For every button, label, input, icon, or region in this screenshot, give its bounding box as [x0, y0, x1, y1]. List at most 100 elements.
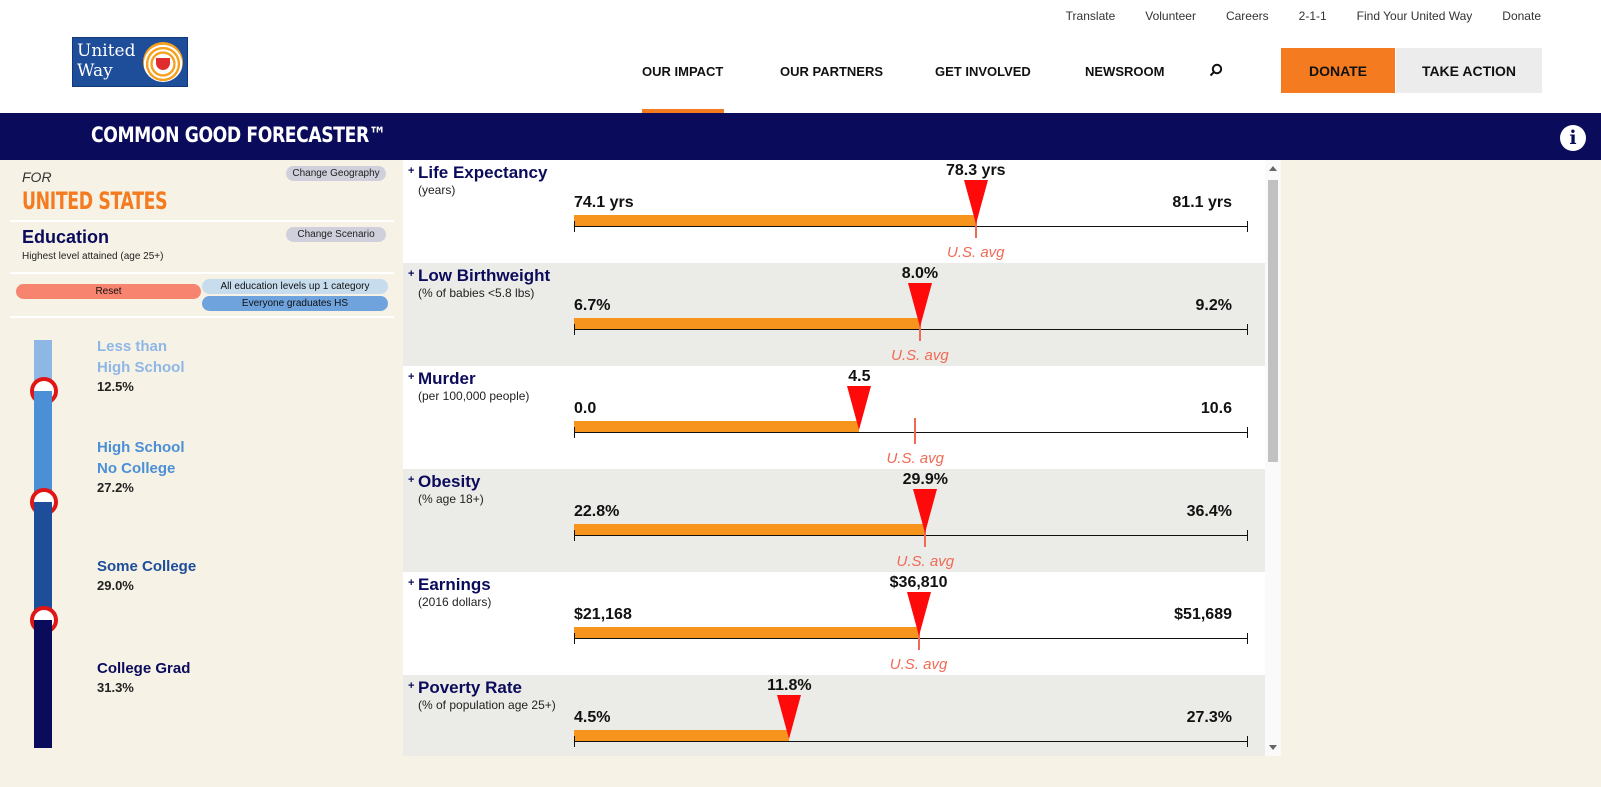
utility-link-translate[interactable]: Translate — [1065, 9, 1116, 23]
info-icon[interactable]: i — [1560, 125, 1586, 151]
search-icon[interactable] — [1209, 63, 1223, 77]
metric-low-value: 74.1 yrs — [574, 194, 634, 211]
metric-row: + Obesity (% age 18+) 22.8% 36.4% U.S. avg 29.… — [403, 469, 1265, 573]
expand-plus-icon[interactable]: + — [408, 577, 415, 589]
current-value-marker — [913, 489, 938, 533]
utility-link-donate[interactable]: Donate — [1502, 9, 1541, 23]
change-geography-button[interactable]: Change Geography — [286, 166, 386, 181]
current-value-marker — [777, 695, 802, 739]
metric-current-value: 4.5 — [848, 368, 871, 385]
metric-unit: (2016 dollars) — [418, 595, 492, 609]
metric-axis — [574, 226, 1247, 227]
expand-plus-icon[interactable]: + — [408, 371, 415, 383]
us-avg-label: U.S. avg — [947, 244, 1005, 261]
metric-axis — [574, 535, 1247, 536]
education-segment — [34, 502, 52, 620]
nav-active-indicator — [642, 109, 724, 113]
change-scenario-button[interactable]: Change Scenario — [286, 227, 386, 242]
category-pct-hs-no-college: 27.2% — [97, 480, 134, 495]
metric-unit: (% of population age 25+) — [418, 698, 556, 712]
panel-scrollbar[interactable] — [1265, 160, 1281, 756]
scenario-title: Education — [22, 227, 110, 247]
us-avg-line — [914, 418, 917, 444]
metric-row: + Life Expectancy (years) 74.1 yrs 81.1 yrs U… — [403, 160, 1265, 264]
metric-high-value: 10.6 — [1200, 400, 1232, 417]
us-avg-label: U.S. avg — [886, 450, 944, 467]
utility-nav: Translate Volunteer Careers 2-1-1 Find Y… — [1066, 9, 1541, 23]
metric-row: + Earnings (2016 dollars) $21,168 $51,689 U.S… — [403, 572, 1265, 676]
utility-link-careers[interactable]: Careers — [1225, 9, 1269, 23]
united-way-logo[interactable]: United Way — [72, 37, 188, 87]
axis-tick — [574, 221, 575, 232]
geography-name: UNITED STATES — [22, 187, 168, 215]
nav-our-impact[interactable]: OUR IMPACT — [642, 64, 724, 79]
axis-tick — [1247, 633, 1248, 644]
us-avg-line — [917, 624, 920, 650]
expand-plus-icon[interactable]: + — [408, 680, 415, 692]
current-value-marker — [963, 180, 988, 224]
metric-axis — [574, 329, 1247, 330]
metric-high-value: 9.2% — [1195, 297, 1232, 314]
metric-unit: (years) — [418, 183, 456, 197]
metric-name[interactable]: Poverty Rate — [418, 678, 522, 697]
metric-current-value: 29.9% — [902, 471, 948, 488]
category-line: High School — [97, 439, 185, 456]
scroll-thumb[interactable] — [1268, 180, 1278, 462]
divider — [10, 316, 394, 318]
us-avg-label: U.S. avg — [891, 347, 949, 364]
nav-newsroom[interactable]: NEWSROOM — [1085, 64, 1165, 79]
site-header: Translate Volunteer Careers 2-1-1 Find Y… — [0, 0, 1601, 113]
take-action-button[interactable]: TAKE ACTION — [1396, 48, 1542, 93]
metric-low-value: 0.0 — [574, 400, 597, 417]
metric-name[interactable]: Earnings — [418, 575, 491, 594]
metric-axis — [574, 638, 1247, 639]
nav-get-involved[interactable]: GET INVOLVED — [935, 64, 1031, 79]
scroll-up-arrow-icon[interactable] — [1269, 166, 1277, 171]
metric-fill-bar — [574, 730, 790, 741]
axis-tick — [1247, 324, 1248, 335]
category-pct-some-college: 29.0% — [97, 578, 134, 593]
for-label: FOR — [22, 169, 52, 185]
utility-link-volunteer[interactable]: Volunteer — [1145, 9, 1196, 23]
scenario-sidebar: FOR UNITED STATES Change Geography Educa… — [0, 160, 398, 787]
category-pct-less-than-hs: 12.5% — [97, 379, 134, 394]
metric-row: + Murder (per 100,000 people) 0.0 10.6 U.S. a… — [403, 366, 1265, 470]
axis-tick — [1247, 427, 1248, 438]
metric-current-value: 78.3 yrs — [945, 162, 1006, 179]
education-segment — [34, 620, 52, 748]
scroll-down-arrow-icon[interactable] — [1269, 745, 1277, 750]
utility-link-211[interactable]: 2-1-1 — [1298, 9, 1327, 23]
scenario-everyone-hs-button[interactable]: Everyone graduates HS — [202, 296, 388, 311]
reset-button[interactable]: Reset — [16, 284, 201, 299]
divider — [10, 220, 394, 222]
donate-button[interactable]: DONATE — [1281, 48, 1395, 93]
metric-fill-bar — [574, 318, 920, 329]
axis-tick — [574, 530, 575, 541]
category-label-hs-no-college: High School No College — [97, 437, 185, 479]
metric-row: + Low Birthweight (% of babies <5.8 lbs) 6.… — [403, 263, 1265, 367]
metric-name[interactable]: Obesity — [418, 472, 481, 491]
expand-plus-icon[interactable]: + — [408, 268, 415, 280]
axis-tick — [574, 427, 575, 438]
category-line: Less than — [97, 338, 168, 355]
metric-name[interactable]: Low Birthweight — [418, 266, 551, 285]
nav-our-partners[interactable]: OUR PARTNERS — [780, 64, 884, 79]
education-segment — [34, 391, 52, 502]
scenario-up-one-button[interactable]: All education levels up 1 category — [202, 279, 388, 294]
metric-name[interactable]: Life Expectancy — [418, 163, 548, 182]
axis-tick — [1247, 530, 1248, 541]
metric-unit: (% of babies <5.8 lbs) — [418, 286, 535, 300]
expand-plus-icon[interactable]: + — [408, 165, 415, 177]
divider — [10, 272, 394, 274]
metric-current-value: $36,810 — [889, 574, 948, 591]
category-line: No College — [97, 460, 176, 477]
metric-unit: (per 100,000 people) — [418, 389, 530, 403]
metric-low-value: 6.7% — [574, 297, 611, 314]
logo-line-1: United — [77, 41, 136, 61]
current-value-marker — [907, 283, 932, 327]
us-avg-line — [924, 521, 927, 547]
current-value-marker — [906, 592, 931, 636]
metric-name[interactable]: Murder — [418, 369, 476, 388]
expand-plus-icon[interactable]: + — [408, 474, 415, 486]
utility-link-find-united-way[interactable]: Find Your United Way — [1356, 9, 1473, 23]
